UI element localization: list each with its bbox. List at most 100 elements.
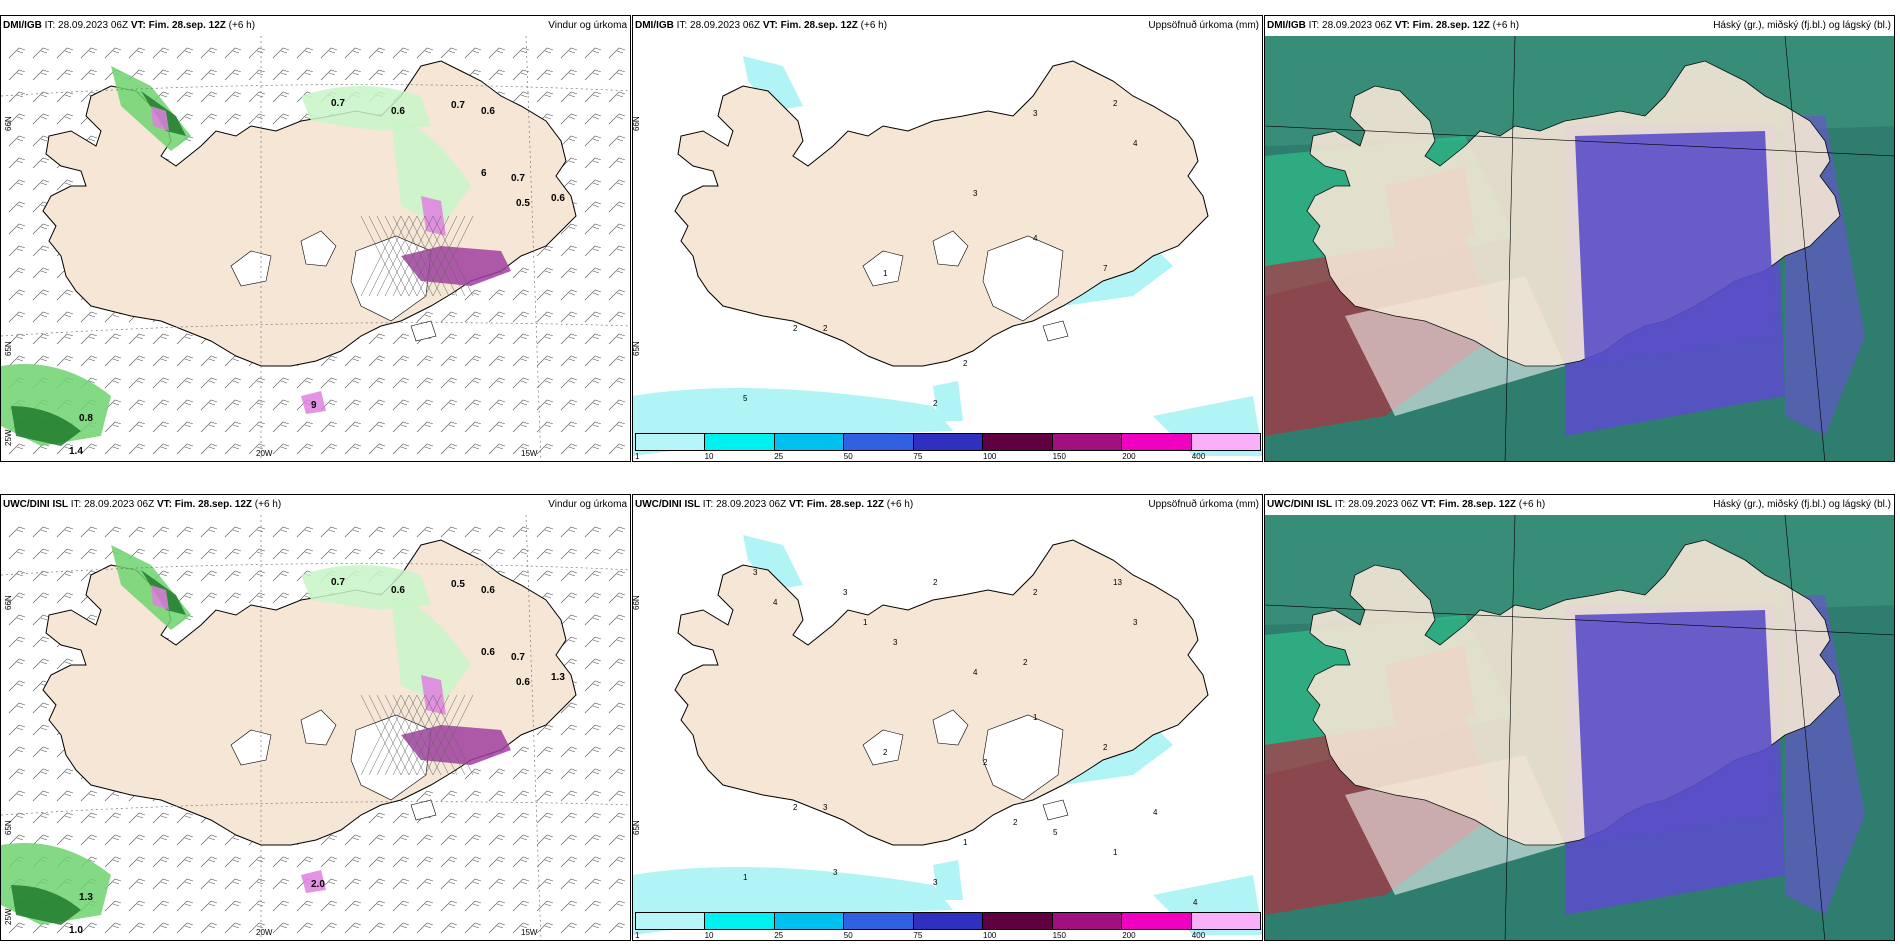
- valid-time-label: VT:: [762, 20, 781, 31]
- accum-value-label: 1: [883, 269, 888, 278]
- colorbar: [635, 433, 1261, 451]
- precip-value-label: 0.6: [481, 585, 495, 596]
- panel-title: Uppsöfnuð úrkoma (mm): [1148, 20, 1259, 31]
- colorbar-swatch: [705, 434, 775, 450]
- colorbar-tick: 10: [704, 931, 714, 940]
- accum-value-label: 2: [1033, 588, 1038, 597]
- forecast-offset: (+6 h): [857, 20, 888, 31]
- map-area: [1265, 36, 1894, 461]
- accum-value-label: 3: [933, 878, 938, 887]
- init-time: IT: 28.09.2023 06Z: [673, 20, 763, 31]
- accum-value-label: 1: [743, 873, 748, 882]
- precip-value-label: 2.0: [311, 879, 325, 890]
- model-name: DMI/IGB: [3, 20, 42, 31]
- map-area: 2 3 4 3 4 7 2 2 2 5 1 2 66N 65N: [633, 36, 1262, 461]
- accum-value-label: 4: [1193, 898, 1198, 907]
- precip-value-label: 0.8: [79, 413, 93, 424]
- accum-value-label: 5: [1053, 828, 1058, 837]
- colorbar-tick: 150: [1052, 452, 1066, 461]
- colorbar-tick: 50: [843, 452, 853, 461]
- colorbar-tick: 1: [635, 931, 640, 940]
- colorbar-swatch: [844, 434, 914, 450]
- colorbar-swatch: [1052, 434, 1123, 450]
- colorbar-swatch: [636, 434, 706, 450]
- graticule-line: [1, 563, 630, 576]
- colorbar-swatch: [983, 434, 1053, 450]
- panel-title: Vindur og úrkoma: [548, 20, 627, 31]
- glacier: [862, 729, 904, 766]
- precip-value-label: 1.0: [69, 925, 83, 936]
- glacier: [1042, 320, 1069, 342]
- precip-value-label: 1.3: [79, 892, 93, 903]
- forecast-offset: (+6 h): [252, 499, 282, 510]
- accum-value-label: 2: [793, 324, 798, 333]
- accum-value-label: 3: [823, 803, 828, 812]
- precip-value-label: 0.6: [391, 106, 405, 117]
- colorbar-swatch: [913, 913, 984, 929]
- accum-value-label: 2: [933, 399, 938, 408]
- accum-value-label: 3: [893, 638, 898, 647]
- panel-uwc-wind: UWC/DINI ISL IT: 28.09.2023 06Z VT: Fim.…: [0, 494, 631, 941]
- accum-value-label: 4: [1033, 234, 1038, 243]
- axis-label: 65N: [4, 341, 13, 356]
- colorbar-tick: 400: [1191, 931, 1206, 940]
- init-time: IT: 28.09.2023 06Z: [41, 20, 131, 31]
- valid-time: Fim. 28.sep. 12Z: [780, 20, 858, 31]
- forecast-offset: (+6 h): [884, 499, 914, 510]
- precip-value-label: 0.7: [331, 98, 345, 109]
- accum-value-label: 4: [773, 598, 778, 607]
- colorbar-swatch: [774, 913, 845, 929]
- axis-label: 65N: [633, 820, 641, 835]
- precip-value-label: 0.6: [481, 106, 495, 117]
- accum-value-label: 4: [973, 668, 978, 677]
- hatch-area: [360, 215, 474, 297]
- model-name: UWC/DINI ISL: [635, 499, 700, 510]
- precip-value-label: 0.6: [516, 677, 530, 688]
- glacier: [932, 709, 969, 746]
- precip-value-label: 1.4: [69, 446, 83, 457]
- iceland-land: [42, 539, 577, 846]
- accum-value-label: 2: [963, 359, 968, 368]
- colorbar-tick: 25: [774, 452, 784, 461]
- precip-value-label: 6: [481, 168, 487, 179]
- accum-value-label: 4: [1153, 808, 1158, 817]
- accum-value-label: 2: [793, 803, 798, 812]
- panel-title: Háský (gr.), miðský (fj.bl.) og lágský (…: [1713, 499, 1891, 510]
- colorbar-swatch: [1052, 913, 1123, 929]
- accum-value-label: 3: [843, 588, 848, 597]
- accum-value-label: 7: [1103, 264, 1108, 273]
- valid-time: Fim. 28.sep. 12Z: [1438, 499, 1516, 510]
- glacier: [1042, 799, 1069, 821]
- valid-time-label: VT:: [1420, 499, 1439, 510]
- axis-label: 20W: [256, 449, 273, 458]
- glacier: [982, 714, 1064, 801]
- colorbar-tick: 100: [983, 452, 997, 461]
- accum-value-label: 2: [823, 324, 828, 333]
- accum-value-label: 1: [1113, 848, 1118, 857]
- panel-header: DMI/IGB IT: 28.09.2023 06Z VT: Fim. 28.s…: [633, 16, 1262, 36]
- valid-time-label: VT:: [788, 499, 807, 510]
- precipitation-shading: [1, 545, 511, 925]
- colorbar-tick: 100: [983, 931, 997, 940]
- glacier: [982, 235, 1064, 322]
- colorbar-tick: 25: [774, 931, 784, 940]
- colorbar-swatch: [1122, 434, 1192, 450]
- mid-cloud-area: [1575, 131, 1775, 366]
- colorbar-tick: 50: [843, 931, 853, 940]
- axis-label: 66N: [633, 595, 641, 610]
- colorbar-tick: 1: [635, 452, 640, 461]
- axis-label: 20W: [256, 928, 273, 937]
- model-name: UWC/DINI ISL: [1267, 499, 1332, 510]
- init-time: IT: 28.09.2023 06Z: [700, 499, 789, 510]
- colorbar-tick: 75: [913, 931, 923, 940]
- init-time: IT: 28.09.2023 06Z: [68, 499, 157, 510]
- glacier: [300, 709, 337, 746]
- accum-value-label: 5: [743, 394, 748, 403]
- accum-value-label: 2: [983, 758, 988, 767]
- colorbar: [635, 912, 1261, 930]
- precip-value-label: 1.3: [551, 672, 565, 683]
- model-name: DMI/IGB: [1267, 20, 1306, 31]
- graticule-line: [1, 322, 630, 337]
- colorbar-swatch: [636, 913, 706, 929]
- glacier: [410, 320, 437, 342]
